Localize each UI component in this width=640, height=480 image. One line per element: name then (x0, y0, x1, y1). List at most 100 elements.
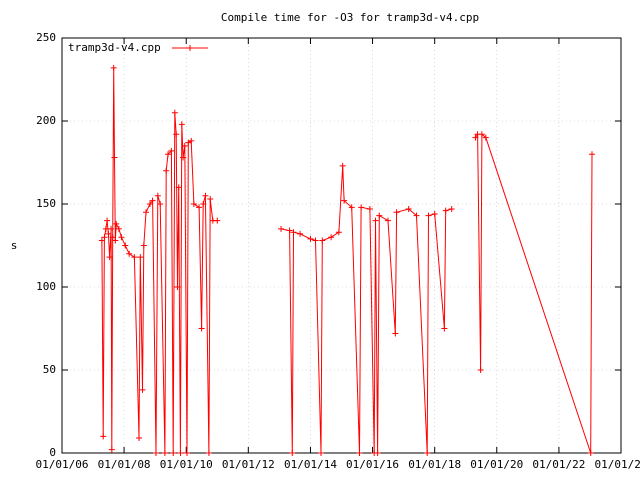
point-marker (341, 197, 348, 204)
y-tick-label: 250 (36, 31, 56, 44)
x-tick-label: 01/01/12 (222, 458, 275, 471)
point-marker (356, 450, 363, 456)
point-marker (297, 230, 304, 237)
point-marker (366, 205, 373, 212)
point-marker (168, 147, 175, 154)
point-marker (335, 229, 342, 236)
y-axis-label: s (11, 239, 18, 252)
y-tick-label: 0 (49, 446, 56, 459)
point-marker (154, 192, 161, 199)
point-marker (105, 230, 112, 237)
point-marker (136, 435, 143, 442)
plot-frame (61, 37, 622, 454)
point-marker (180, 154, 187, 161)
point-marker (441, 325, 448, 332)
point-marker (312, 237, 319, 244)
point-marker (376, 212, 383, 219)
y-tick-label: 50 (43, 363, 56, 376)
point-marker (198, 325, 205, 332)
point-marker (205, 450, 212, 456)
x-tick-label: 01/01/16 (346, 458, 399, 471)
point-marker (472, 134, 479, 141)
point-marker (587, 450, 594, 456)
point-marker (286, 227, 293, 234)
y-tick-label: 200 (36, 114, 56, 127)
point-marker (393, 209, 400, 216)
point-marker (100, 433, 107, 440)
point-marker (385, 217, 392, 224)
x-tick-label: 01/01/14 (284, 458, 337, 471)
point-marker (143, 209, 150, 216)
point-marker (173, 131, 180, 138)
point-marker (202, 192, 209, 199)
point-marker (137, 254, 144, 261)
point-marker (175, 184, 182, 191)
legend-marker (187, 45, 193, 51)
point-marker (207, 196, 214, 203)
point-marker (200, 201, 207, 207)
point-marker (278, 225, 285, 232)
point-marker (126, 250, 133, 257)
point-marker (589, 151, 596, 158)
point-marker (139, 386, 146, 393)
x-tick-label: 01/01/20 (470, 458, 523, 471)
point-marker (174, 284, 181, 290)
point-marker (477, 367, 484, 373)
x-tick-label: 01/01/08 (98, 458, 151, 471)
point-marker (307, 235, 314, 242)
x-tick-label: 01/01/06 (36, 458, 89, 471)
point-marker (106, 254, 113, 261)
point-marker (482, 134, 489, 141)
point-marker (161, 450, 168, 456)
point-marker (478, 131, 485, 138)
point-marker (405, 205, 412, 212)
point-marker (214, 217, 221, 224)
point-marker (108, 225, 115, 232)
x-tick-label: 01/01/22 (532, 458, 585, 471)
point-marker (101, 234, 108, 241)
point-marker (190, 201, 197, 207)
chart-title: Compile time for -O3 for tramp3d-v4.cpp (221, 11, 479, 24)
point-marker (110, 64, 117, 71)
point-marker (131, 254, 138, 261)
point-marker (348, 204, 355, 211)
point-marker (181, 142, 188, 149)
point-marker (392, 330, 399, 337)
point-marker (424, 450, 431, 456)
point-marker (289, 450, 296, 456)
point-marker (108, 446, 115, 453)
point-marker (442, 207, 449, 214)
point-marker (109, 234, 116, 241)
point-marker (196, 204, 203, 211)
point-marker (118, 234, 125, 241)
point-marker (358, 204, 365, 211)
x-tick-label: 01/01/18 (408, 458, 461, 471)
point-marker (152, 450, 159, 456)
x-tick-label: 01/01/24 (595, 458, 640, 471)
point-marker (102, 225, 109, 232)
point-marker (147, 201, 154, 207)
point-marker (112, 237, 119, 244)
point-marker (177, 450, 184, 456)
point-marker (339, 162, 346, 169)
point-marker (163, 167, 170, 174)
point-marker (104, 217, 111, 224)
point-marker (122, 242, 129, 249)
point-marker (183, 450, 190, 456)
point-marker (448, 205, 455, 212)
x-tick-label: 01/01/10 (160, 458, 213, 471)
point-marker (171, 109, 178, 116)
point-marker (374, 450, 381, 456)
point-marker (149, 197, 156, 204)
y-tick-label: 100 (36, 280, 56, 293)
point-marker (372, 217, 379, 224)
point-marker (115, 225, 122, 232)
point-marker (178, 121, 185, 128)
point-marker (431, 210, 438, 217)
point-marker (328, 234, 335, 241)
y-tick-label: 150 (36, 197, 56, 210)
point-marker (319, 237, 326, 244)
point-marker (98, 237, 105, 244)
series-line (101, 67, 593, 454)
